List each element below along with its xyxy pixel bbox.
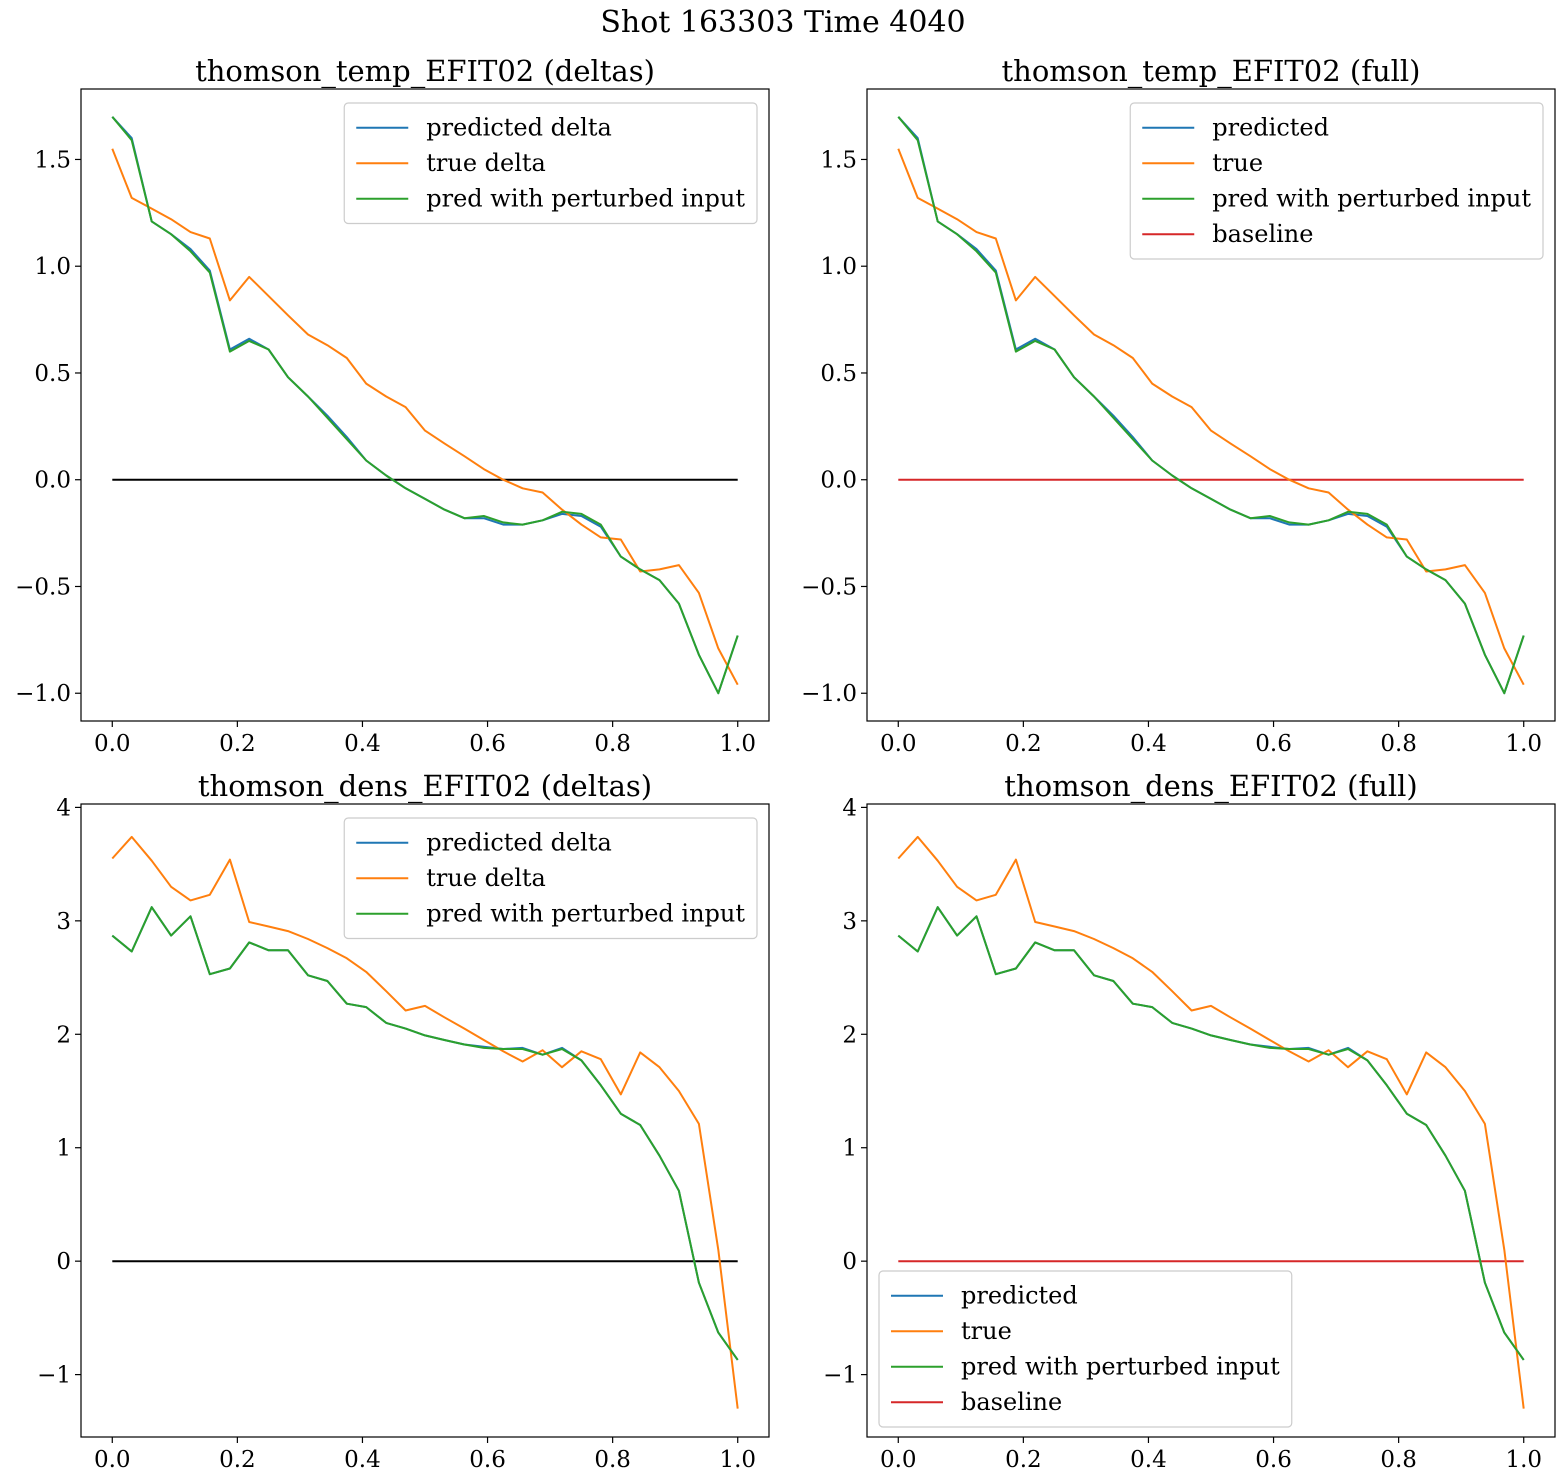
axes-frame bbox=[80, 88, 770, 722]
y-tick-label: 1.0 bbox=[34, 254, 71, 280]
axes-frame bbox=[866, 88, 1556, 722]
y-tick-label: 4 bbox=[842, 795, 857, 821]
x-tick-label: 0.2 bbox=[1005, 731, 1042, 757]
series-line-pred-with-perturbed-input bbox=[111, 116, 739, 695]
y-tick-label: 0.0 bbox=[34, 468, 71, 494]
x-tick-label: 1.0 bbox=[1505, 731, 1542, 757]
legend-label: predicted bbox=[1212, 114, 1329, 142]
y-tick-label: −0.5 bbox=[801, 574, 857, 600]
legend-label: predicted delta bbox=[426, 114, 612, 142]
legend-label: predicted delta bbox=[426, 829, 612, 857]
series-line-true-delta bbox=[111, 835, 739, 1409]
figure-suptitle: Shot 163303 Time 4040 bbox=[600, 5, 965, 40]
legend-label: baseline bbox=[1212, 220, 1313, 248]
legend-frame bbox=[343, 102, 758, 225]
x-tick-label: 0.4 bbox=[344, 1447, 381, 1473]
x-tick-label: 0.8 bbox=[594, 1447, 631, 1473]
x-tick-label: 0.4 bbox=[344, 731, 381, 757]
x-tick-label: 0.4 bbox=[1130, 731, 1167, 757]
series-line-pred-with-perturbed-input bbox=[897, 116, 1525, 695]
x-tick-label: 1.0 bbox=[719, 731, 756, 757]
y-tick-label: 1.5 bbox=[34, 147, 71, 173]
x-tick-label: 0.6 bbox=[1255, 731, 1292, 757]
y-tick-label: 0.5 bbox=[820, 361, 857, 387]
x-tick-label: 0.2 bbox=[219, 1447, 256, 1473]
y-tick-label: −0.5 bbox=[15, 574, 71, 600]
subplot-title: thomson_temp_EFIT02 (full) bbox=[1002, 54, 1421, 89]
y-tick-label: 0 bbox=[56, 1249, 71, 1275]
x-tick-label: 1.0 bbox=[719, 1447, 756, 1473]
legend-label: true bbox=[961, 1317, 1012, 1345]
series-line-true bbox=[897, 835, 1525, 1409]
y-tick-label: −1 bbox=[823, 1363, 857, 1389]
legend-label: true delta bbox=[426, 864, 546, 892]
series-line-true bbox=[897, 148, 1525, 686]
legend-frame bbox=[878, 1270, 1293, 1428]
x-tick-label: 0.6 bbox=[469, 731, 506, 757]
x-tick-label: 0.6 bbox=[1255, 1447, 1292, 1473]
x-tick-label: 0.2 bbox=[1005, 1447, 1042, 1473]
x-tick-label: 0.8 bbox=[1380, 1447, 1417, 1473]
series-line-pred-with-perturbed-input bbox=[897, 906, 1525, 1361]
legend-label: pred with perturbed input bbox=[426, 185, 745, 213]
y-tick-label: −1.0 bbox=[15, 681, 71, 707]
subplot-1: thomson_temp_EFIT02 (deltas) 0.0 0.2 0.4 0.6… bbox=[15, 54, 770, 757]
x-tick-label: 0.0 bbox=[880, 1447, 917, 1473]
y-tick-label: 1 bbox=[842, 1136, 857, 1162]
axes-frame bbox=[866, 803, 1556, 1438]
series-line-pred-with-perturbed-input bbox=[111, 906, 739, 1361]
x-tick-label: 0.0 bbox=[94, 731, 131, 757]
legend-label: pred with perturbed input bbox=[961, 1353, 1280, 1381]
x-tick-label: 0.4 bbox=[1130, 1447, 1167, 1473]
y-tick-label: 0.5 bbox=[34, 361, 71, 387]
series-line-predicted-delta bbox=[111, 906, 739, 1361]
y-tick-label: 4 bbox=[56, 795, 71, 821]
x-tick-label: 1.0 bbox=[1505, 1447, 1542, 1473]
subplot-title: thomson_dens_EFIT02 (deltas) bbox=[198, 769, 652, 804]
y-tick-label: 0.0 bbox=[820, 468, 857, 494]
y-tick-label: −1.0 bbox=[801, 681, 857, 707]
subplot-4: thomson_dens_EFIT02 (full) 0.0 0.2 0.4 0.6 0.… bbox=[823, 769, 1556, 1473]
x-tick-label: 0.8 bbox=[594, 731, 631, 757]
legend: predicted delta true delta pred with pertu… bbox=[343, 102, 758, 225]
axes-frame bbox=[80, 803, 770, 1438]
x-tick-label: 0.6 bbox=[469, 1447, 506, 1473]
y-tick-label: 3 bbox=[56, 909, 71, 935]
y-tick-label: 1.0 bbox=[820, 254, 857, 280]
y-tick-label: 2 bbox=[56, 1022, 71, 1048]
x-tick-label: 0.8 bbox=[1380, 731, 1417, 757]
subplot-title: thomson_temp_EFIT02 (deltas) bbox=[195, 54, 655, 89]
x-tick-label: 0.2 bbox=[219, 731, 256, 757]
x-tick-label: 0.0 bbox=[94, 1447, 131, 1473]
legend-label: true bbox=[1212, 149, 1263, 177]
legend: predicted true pred with perturbed input ba… bbox=[1129, 102, 1544, 260]
subplot-grid: thomson_temp_EFIT02 (deltas) 0.0 0.2 0.4 0.6… bbox=[15, 54, 1556, 1473]
legend-label: baseline bbox=[961, 1388, 1062, 1416]
series-line-true-delta bbox=[111, 148, 739, 686]
subplot-2: thomson_temp_EFIT02 (full) 0.0 0.2 0.4 0.6 0.… bbox=[801, 54, 1556, 757]
legend-frame bbox=[343, 817, 758, 940]
y-tick-label: 3 bbox=[842, 909, 857, 935]
legend-label: pred with perturbed input bbox=[426, 900, 745, 928]
legend: predicted delta true delta pred with pertu… bbox=[343, 817, 758, 940]
y-tick-label: 2 bbox=[842, 1022, 857, 1048]
legend: predicted true pred with perturbed input ba… bbox=[878, 1270, 1293, 1428]
subplot-3: thomson_dens_EFIT02 (deltas) 0.0 0.2 0.4 0.6… bbox=[37, 769, 770, 1473]
y-tick-label: 0 bbox=[842, 1249, 857, 1275]
y-tick-label: 1.5 bbox=[820, 147, 857, 173]
x-tick-label: 0.0 bbox=[880, 731, 917, 757]
y-tick-label: −1 bbox=[37, 1363, 71, 1389]
legend-label: predicted bbox=[961, 1282, 1078, 1310]
legend-frame bbox=[1129, 102, 1544, 260]
y-tick-label: 1 bbox=[56, 1136, 71, 1162]
subplot-title: thomson_dens_EFIT02 (full) bbox=[1004, 769, 1417, 804]
legend-label: pred with perturbed input bbox=[1212, 185, 1531, 213]
legend-label: true delta bbox=[426, 149, 546, 177]
